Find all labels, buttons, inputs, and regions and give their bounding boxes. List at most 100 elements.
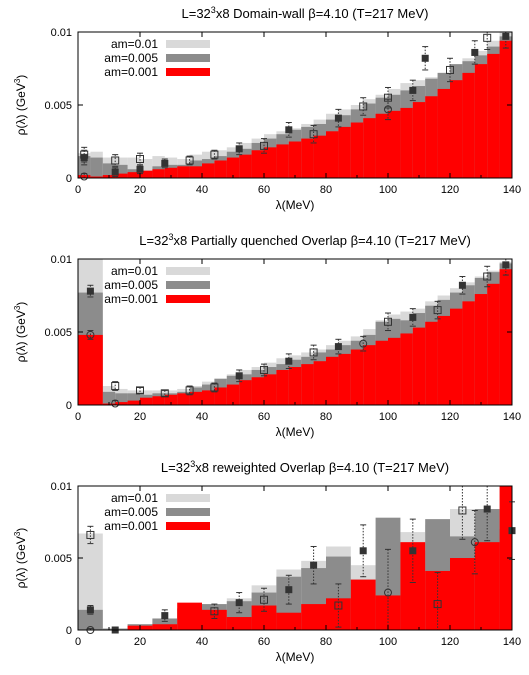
- histogram-bar: [400, 107, 413, 178]
- chart-title-part: x8 Partially quenched Overlap β=4.10 (T=…: [174, 233, 471, 248]
- series-3: [127, 486, 512, 630]
- data-point-open-square: [433, 306, 442, 315]
- x-tick-label: 0: [75, 184, 81, 196]
- data-point-open-square: [260, 595, 268, 604]
- legend-label: am=0.001: [104, 292, 158, 306]
- histogram-bar: [437, 315, 450, 405]
- chart-title-superscript: 3: [169, 232, 174, 242]
- x-tick-label: 80: [320, 636, 332, 648]
- legend-label: am=0.01: [111, 491, 158, 505]
- data-point-open-circle: [111, 399, 120, 408]
- histogram-bar: [487, 53, 500, 178]
- data-point-open-circle: [359, 339, 368, 348]
- legend-swatch: [166, 54, 210, 62]
- histogram-bar: [78, 175, 91, 178]
- histogram-bar: [264, 374, 277, 405]
- histogram-bar: [400, 542, 426, 630]
- y-tick-label: 0.01: [51, 481, 72, 493]
- histogram-bar: [350, 579, 376, 630]
- y-axis-label-part: ): [14, 302, 28, 306]
- y-tick-label: 0: [66, 173, 72, 185]
- x-tick-label: 0: [75, 411, 81, 423]
- histogram-bar: [202, 163, 215, 178]
- x-tick-label: 100: [379, 184, 397, 196]
- histogram-bar: [264, 147, 277, 178]
- histogram-bar: [301, 138, 314, 178]
- x-tick-label: 60: [258, 184, 270, 196]
- data-point-open-square: [136, 155, 144, 164]
- data-point-open-square: [260, 365, 268, 374]
- data-point-filled-square: [111, 168, 119, 176]
- data-point-filled-square: [285, 586, 293, 594]
- x-tick-label: 20: [134, 636, 146, 648]
- chart-title-superscript: 3: [190, 459, 195, 469]
- histogram-bar: [474, 64, 488, 178]
- y-axis-label-superscript: 3: [13, 78, 22, 83]
- y-tick-label: 0: [66, 400, 72, 412]
- data-point-open-circle: [470, 538, 479, 547]
- histogram-bar: [127, 400, 140, 405]
- chart-title: L=323x8 Domain-wall β=4.10 (T=217 MeV): [182, 5, 429, 21]
- y-axis-label-part: ρ(λ) (GeV: [14, 310, 28, 362]
- histogram-bar: [115, 173, 128, 178]
- histogram-bar: [214, 387, 227, 405]
- data-point-filled-square: [161, 612, 169, 620]
- histogram-bar: [462, 72, 475, 178]
- x-tick-label: 140: [503, 184, 521, 196]
- histogram-bar: [350, 122, 364, 178]
- data-point-open-square: [210, 607, 219, 616]
- histogram-bar: [152, 624, 178, 630]
- histogram-bar: [363, 345, 376, 405]
- histogram-bar: [474, 542, 500, 630]
- y-axis-label-part: ): [14, 75, 28, 79]
- histogram-bar: [189, 166, 202, 178]
- histogram-bar: [226, 617, 252, 630]
- data-point-open-circle: [384, 105, 392, 114]
- histogram-bar: [400, 333, 413, 405]
- histogram-bar: [251, 377, 264, 405]
- histogram-bar: [288, 141, 302, 178]
- histogram-bar: [152, 396, 165, 405]
- x-tick-label: 120: [441, 184, 459, 196]
- x-tick-label: 40: [196, 411, 208, 423]
- chart-title-part: x8 reweighted Overlap β=4.10 (T=217 MeV): [195, 460, 449, 475]
- data-point-filled-square: [409, 547, 417, 555]
- histogram-bar: [140, 170, 153, 178]
- data-point-filled-square: [409, 313, 417, 321]
- y-axis-label-superscript: 3: [13, 305, 22, 310]
- data-points: [80, 31, 510, 181]
- y-tick-label: 0.01: [51, 254, 72, 266]
- data-point-open-square: [86, 530, 95, 539]
- histogram-bar: [90, 176, 103, 178]
- x-tick-label: 100: [379, 411, 397, 423]
- data-point-open-square: [160, 389, 169, 398]
- histogram-bar: [115, 402, 128, 405]
- data-point-filled-square: [235, 599, 243, 607]
- histogram-bar: [239, 380, 252, 405]
- data-point-open-square: [334, 601, 343, 610]
- legend-swatch: [166, 522, 210, 530]
- y-axis-label-part: ρ(λ) (GeV: [14, 83, 28, 135]
- y-tick-label: 0.005: [44, 553, 72, 565]
- data-point-open-circle: [86, 330, 95, 339]
- histogram-bar: [140, 397, 153, 405]
- y-tick-label: 0: [66, 625, 72, 637]
- data-point-open-square: [458, 506, 467, 515]
- data-points: [86, 258, 510, 408]
- x-tick-label: 60: [258, 411, 270, 423]
- data-point-filled-square: [235, 372, 243, 380]
- data-point-filled-square: [86, 287, 94, 295]
- chart-title: L=323x8 reweighted Overlap β=4.10 (T=217…: [161, 459, 449, 475]
- histogram-bar: [177, 602, 202, 630]
- histogram-bar: [177, 166, 190, 178]
- data-point-open-square: [185, 156, 194, 165]
- legend-label: am=0.01: [111, 264, 158, 278]
- chart-title-part: x8 Domain-wall β=4.10 (T=217 MeV): [216, 6, 429, 21]
- histogram-bar: [115, 393, 128, 405]
- data-point-open-square: [210, 150, 219, 159]
- histogram-bar: [338, 353, 351, 405]
